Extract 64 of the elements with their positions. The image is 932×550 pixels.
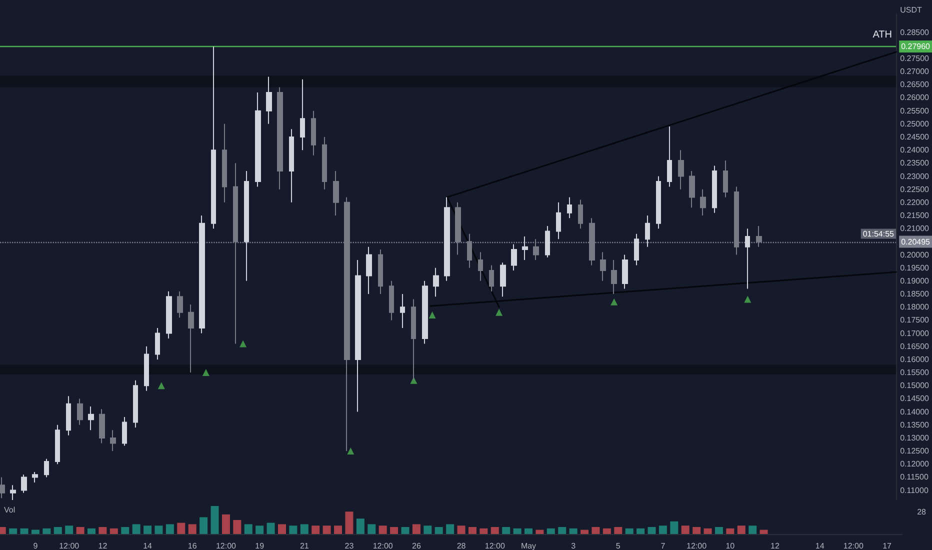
y-tick-label: 0.21500 (900, 211, 930, 220)
x-tick-label: May (520, 542, 536, 550)
y-tick-label: 0.17000 (900, 328, 930, 338)
x-tick-label: 21 (300, 542, 310, 550)
y-tick-label: 0.16500 (900, 342, 930, 351)
y-tick-label: 0.16000 (900, 354, 930, 364)
y-tick-label: 0.14500 (900, 394, 930, 404)
y-tick-label: 0.17500 (900, 316, 930, 325)
y-tick-label: 0.22000 (900, 198, 930, 207)
y-tick-label: 0.23000 (900, 172, 930, 181)
y-tick-label: 0.25000 (900, 119, 930, 128)
x-tick-label: 12:00 (484, 542, 506, 550)
y-tick-label: 0.20000 (900, 250, 930, 260)
x-tick-label: 12:00 (372, 542, 394, 550)
y-tick-label: 0.26000 (900, 93, 930, 102)
x-tick-label: 3 (571, 542, 576, 550)
x-tick-label: 12:00 (843, 542, 864, 550)
x-tick-label: 10 (726, 542, 736, 550)
y-tick-label: 0.12000 (900, 460, 930, 469)
y-tick-label: 0.13000 (900, 433, 930, 442)
y-tick-label: 0.18000 (900, 302, 930, 312)
y-tick-label: 0.22500 (900, 184, 930, 194)
y-tick-label: 0.23500 (900, 158, 930, 168)
y-tick-label: 0.26500 (900, 80, 930, 90)
x-tick-label: 7 (660, 542, 666, 550)
y-tick-label: 0.18500 (900, 290, 930, 299)
x-tick-label: 12:00 (59, 542, 80, 550)
x-tick-label: 17 (882, 542, 892, 550)
y-tick-label: 0.27500 (900, 54, 930, 63)
x-tick-label: 5 (616, 542, 621, 550)
x-tick-label: 26 (412, 542, 422, 550)
ref-line-label: 0.27960 (901, 42, 931, 51)
y-tick-label: 0.27000 (900, 67, 930, 76)
y-tick-label: 0.25500 (900, 106, 930, 116)
annotation: ATH (872, 30, 892, 40)
y-tick-label: 0.24000 (900, 146, 930, 155)
y-tick-label: 0.12500 (900, 446, 930, 456)
x-tick-label: 23 (344, 542, 354, 550)
annotation: 01:54:55 (862, 229, 895, 238)
y-tick-label: 0.21000 (900, 224, 930, 234)
x-tick-label: 19 (255, 542, 265, 550)
y-tick-label: 0.19500 (900, 263, 930, 272)
y-tick-label: 0.13500 (900, 420, 930, 430)
x-tick-label: 9 (33, 542, 38, 550)
ref-line-label: 0.20495 (901, 237, 931, 246)
y-tick-label: 0.11000 (900, 486, 929, 495)
x-tick-label: 12 (770, 542, 780, 550)
x-tick-label: 16 (188, 542, 198, 550)
x-tick-label: 28 (456, 542, 466, 550)
y-tick-label: 0.15500 (900, 368, 930, 378)
y-tick-label: 0.15000 (900, 381, 930, 390)
y-axis-title: USDT (900, 6, 922, 14)
y-tick-label: 0.19000 (900, 276, 930, 286)
y-tick-label: 0.28500 (900, 28, 930, 37)
y-tick-label: 0.24500 (900, 132, 930, 142)
y-tick-label: 0.14000 (900, 407, 930, 416)
x-tick-label: 12:00 (686, 542, 708, 550)
x-tick-label: 12 (98, 542, 108, 550)
x-tick-label: 14 (143, 542, 153, 550)
annotation: Vol (4, 506, 16, 514)
x-tick-label: 12:00 (216, 542, 237, 550)
x-tick-label: 14 (815, 542, 825, 550)
text: 28 (917, 508, 927, 516)
y-tick-label: 0.11500 (900, 472, 929, 482)
